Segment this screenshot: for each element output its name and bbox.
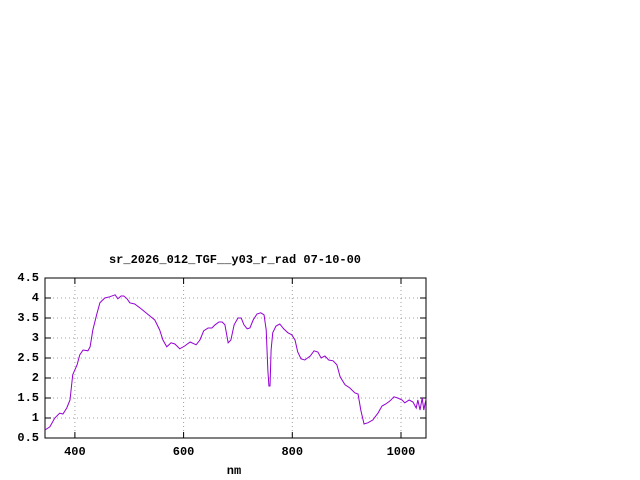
y-tick-label: 1.5: [17, 391, 39, 405]
plot-frame: [44, 277, 427, 439]
y-tick-label: 2.5: [17, 351, 39, 365]
y-tick-label: 3: [32, 331, 39, 345]
x-axis-label: nm: [227, 464, 241, 478]
y-tick-label: 4: [32, 291, 39, 305]
x-tick-label: 800: [281, 445, 303, 459]
y-tick-label: 0.5: [17, 431, 39, 445]
y-tick-label: 4.5: [17, 271, 39, 285]
x-tick-label: 600: [173, 445, 195, 459]
chart-title: sr_2026_012_TGF__y03_r_rad 07-10-00: [109, 253, 361, 267]
data-line: [44, 294, 427, 431]
x-tick-label: 1000: [387, 445, 416, 459]
y-tick-label: 1: [32, 411, 39, 425]
y-tick-label: 3.5: [17, 311, 39, 325]
y-tick-label: 2: [32, 371, 39, 385]
x-tick-label: 400: [64, 445, 86, 459]
